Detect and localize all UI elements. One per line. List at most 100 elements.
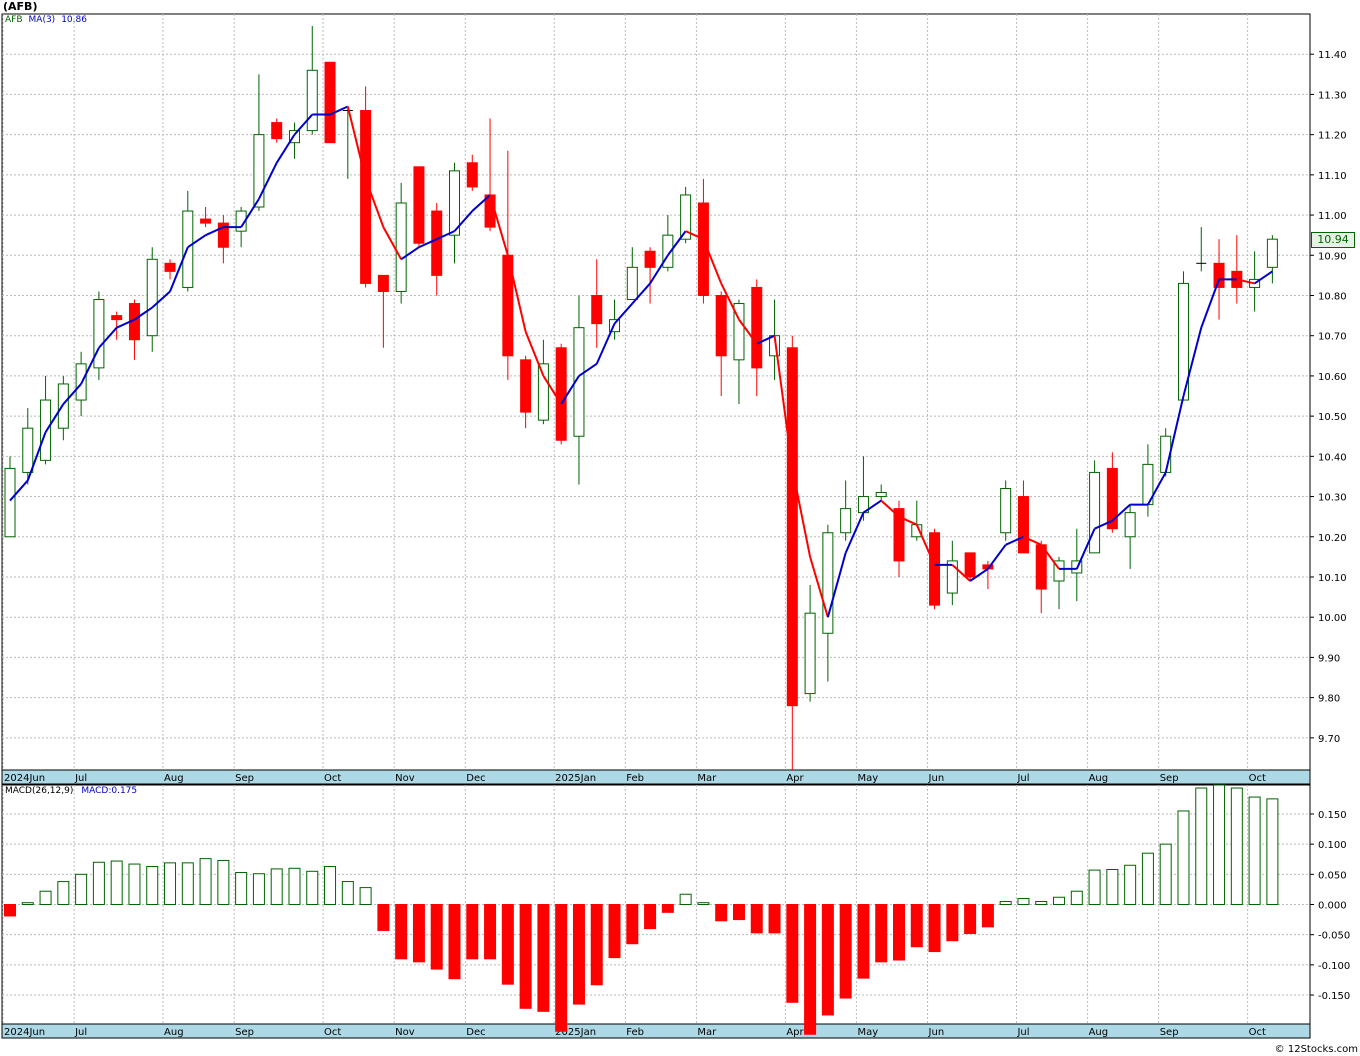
- candle-up-body: [253, 134, 265, 208]
- macd-bar-negative: [821, 904, 834, 1016]
- macd-bar-negative: [572, 904, 585, 1005]
- price-ytick-label: 10.40: [1318, 452, 1347, 463]
- price-date-label: Oct: [1249, 773, 1266, 784]
- candle-down-body: [715, 294, 727, 357]
- macd-bar-negative: [644, 904, 657, 930]
- price-ytick-label: 11.00: [1318, 211, 1347, 222]
- candle-down-body: [644, 250, 656, 268]
- candle-up-body: [146, 258, 158, 337]
- ma-segment: [720, 282, 740, 321]
- ma-segment: [524, 331, 545, 377]
- macd-date-label: May: [857, 1027, 878, 1038]
- macd-bar-positive: [217, 859, 230, 905]
- macd-date-label: Aug: [164, 1027, 184, 1038]
- ma-segment: [346, 106, 367, 180]
- macd-date-label: Feb: [626, 1027, 644, 1038]
- candle-up-body: [57, 383, 69, 429]
- price-date-label: 2025Jan: [555, 773, 596, 784]
- site-credit: © 12Stocks.com: [1274, 1044, 1358, 1055]
- macd-bar-positive: [57, 881, 70, 906]
- price-date-label: Dec: [466, 773, 485, 784]
- candle-down-body: [324, 61, 336, 144]
- ma-segment: [62, 383, 82, 405]
- ma-segment: [631, 282, 651, 305]
- price-date-label: Aug: [1089, 773, 1109, 784]
- macd-bar-negative: [661, 904, 674, 913]
- candle-down-body: [217, 222, 229, 248]
- candle-up-body: [395, 202, 407, 292]
- ma-segment: [667, 230, 687, 256]
- ma-segment: [595, 323, 616, 365]
- ma-segment: [329, 105, 349, 116]
- candle-down-body: [1213, 262, 1225, 288]
- ma-segment: [418, 238, 438, 249]
- price-ytick-label: 10.70: [1318, 332, 1347, 343]
- price-ytick-label: 9.80: [1318, 694, 1340, 705]
- macd-bar-negative: [946, 904, 959, 942]
- candle-down-body: [111, 315, 123, 321]
- macd-bar-negative: [928, 904, 941, 953]
- ma-segment: [649, 254, 669, 284]
- macd-bar-positive: [359, 887, 372, 906]
- price-legend: AFB MA(3) 10.86: [5, 15, 87, 25]
- chart-title: (AFB): [3, 0, 38, 13]
- macd-bar-positive: [199, 858, 212, 905]
- macd-bar-negative: [910, 904, 923, 948]
- candle-up-body: [1000, 488, 1012, 534]
- macd-date-label: Aug: [1089, 1027, 1109, 1038]
- candle-down-body: [929, 532, 941, 606]
- macd-value: MACD:0.175: [81, 786, 138, 796]
- candle-down-body: [271, 122, 283, 140]
- ma-segment: [702, 238, 723, 284]
- ma-segment: [1005, 535, 1024, 546]
- ma-segment: [116, 318, 135, 329]
- price-ytick-label: 10.50: [1318, 412, 1347, 423]
- candle-down-body: [164, 262, 176, 272]
- candle-down-body: [484, 194, 496, 228]
- ma-segment: [240, 198, 260, 228]
- macd-bar-positive: [288, 867, 301, 906]
- macd-bar-positive: [341, 881, 354, 906]
- ma-segment: [969, 568, 989, 582]
- ma-label: MA(3): [28, 15, 56, 25]
- ma-segment: [826, 552, 847, 618]
- ma-segment: [169, 246, 189, 292]
- candle-up-body: [235, 210, 247, 232]
- macd-bar-positive: [697, 902, 710, 905]
- macd-bar-positive: [181, 862, 194, 906]
- price-ytick-label: 11.30: [1318, 90, 1347, 101]
- macd-date-label: 2024Jun: [4, 1027, 45, 1038]
- ma-segment: [489, 194, 509, 256]
- price-ytick-label: 10.30: [1318, 493, 1347, 504]
- macd-bar-negative: [555, 904, 568, 1032]
- macd-bar-positive: [1141, 852, 1154, 906]
- macd-bar-negative: [857, 904, 870, 979]
- candle-down-body: [1106, 467, 1118, 530]
- macd-ytick-label: 0.050: [1318, 870, 1347, 881]
- candle-down-body: [200, 218, 212, 224]
- macd-bar-negative: [732, 904, 745, 921]
- price-date-label: Jul: [74, 773, 87, 784]
- candle-down-body: [520, 359, 532, 413]
- ma-segment: [98, 326, 118, 349]
- ma-segment: [364, 178, 385, 228]
- macd-bar-positive: [1195, 787, 1208, 906]
- candle-up-body: [1124, 512, 1136, 538]
- price-date-label: Jul: [1016, 773, 1029, 784]
- price-ytick-label: 10.60: [1318, 372, 1347, 383]
- macd-bar-negative: [981, 904, 994, 928]
- macd-date-label: Sep: [235, 1027, 254, 1038]
- macd-ytick-label: 0.100: [1318, 840, 1347, 851]
- macd-bar-negative: [430, 904, 443, 970]
- ma-segment: [773, 335, 794, 469]
- candle-up-body: [840, 508, 852, 534]
- price-date-label: Feb: [626, 773, 644, 784]
- macd-date-band: [1, 1023, 1311, 1039]
- ma-segment: [1236, 278, 1255, 285]
- price-date-band: [1, 769, 1311, 785]
- price-ytick-label: 10.80: [1318, 291, 1347, 302]
- price-date-label: Nov: [395, 773, 415, 784]
- macd-bar-positive: [252, 873, 265, 906]
- price-ytick-label: 10.00: [1318, 613, 1347, 624]
